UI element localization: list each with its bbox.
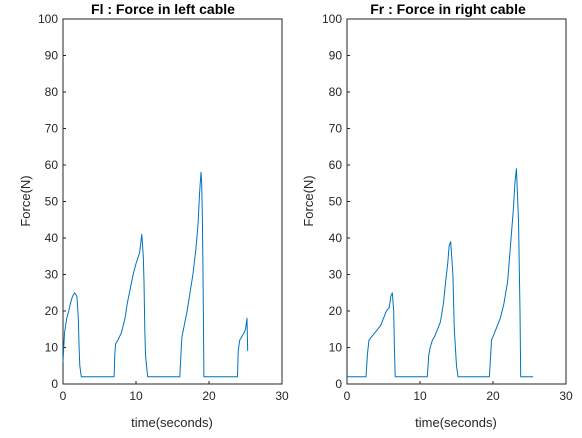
right-y-tick-label: 10 [329, 341, 343, 355]
right-y-tick-label: 60 [329, 158, 343, 172]
left-y-tick-label: 90 [45, 49, 59, 63]
right-x-tick-label: 10 [413, 389, 427, 403]
right-axes-box [346, 18, 567, 385]
left-y-axis-label: Force(N) [18, 175, 33, 226]
right-y-tick-label: 0 [335, 377, 342, 391]
left-y-tick-label: 100 [38, 12, 58, 26]
right-subplot: Fr : Force in right cable 0 10 20 30 40 50 60 7… [301, 1, 573, 430]
left-y-tick-label: 10 [45, 341, 59, 355]
left-y-tick-label: 0 [51, 377, 58, 391]
right-y-tick-label: 70 [329, 122, 343, 136]
left-axes-box [62, 18, 283, 385]
left-y-tick-label: 80 [45, 85, 59, 99]
left-y-tick-label: 40 [45, 231, 59, 245]
right-y-tick-label: 90 [329, 49, 343, 63]
right-y-tick-label: 80 [329, 85, 343, 99]
right-x-ticks: 0 10 20 30 [344, 381, 573, 403]
right-series-line [347, 168, 534, 378]
left-x-tick-label: 10 [129, 389, 143, 403]
right-y-tick-label: 100 [322, 12, 342, 26]
left-chart-title: Fl : Force in left cable [91, 1, 235, 17]
right-x-tick-label: 20 [486, 389, 500, 403]
left-x-tick-label: 20 [202, 389, 216, 403]
right-y-tick-label: 50 [329, 195, 343, 209]
left-subplot: Fl : Force in left cable 0 10 20 30 40 50 60 70… [18, 1, 289, 430]
left-y-tick-label: 20 [45, 304, 59, 318]
left-x-axis-label: time(seconds) [131, 415, 213, 430]
left-y-tick-label: 70 [45, 122, 59, 136]
left-series-line [62, 171, 249, 378]
right-x-axis-label: time(seconds) [415, 415, 497, 430]
right-y-tick-label: 40 [329, 231, 343, 245]
right-y-tick-label: 30 [329, 268, 343, 282]
right-y-axis-label: Force(N) [301, 175, 316, 226]
right-y-ticks: 0 10 20 30 40 50 60 70 80 90 100 [322, 12, 350, 391]
right-y-tick-label: 20 [329, 304, 343, 318]
left-x-tick-label: 0 [60, 389, 67, 403]
left-x-ticks: 0 10 20 30 [60, 381, 289, 403]
right-chart-title: Fr : Force in right cable [370, 1, 526, 17]
left-y-ticks: 0 10 20 30 40 50 60 70 80 90 100 [38, 12, 66, 391]
left-y-tick-label: 30 [45, 268, 59, 282]
left-x-tick-label: 30 [275, 389, 289, 403]
right-x-tick-label: 0 [344, 389, 351, 403]
left-y-tick-label: 50 [45, 195, 59, 209]
right-x-tick-label: 30 [559, 389, 573, 403]
left-y-tick-label: 60 [45, 158, 59, 172]
